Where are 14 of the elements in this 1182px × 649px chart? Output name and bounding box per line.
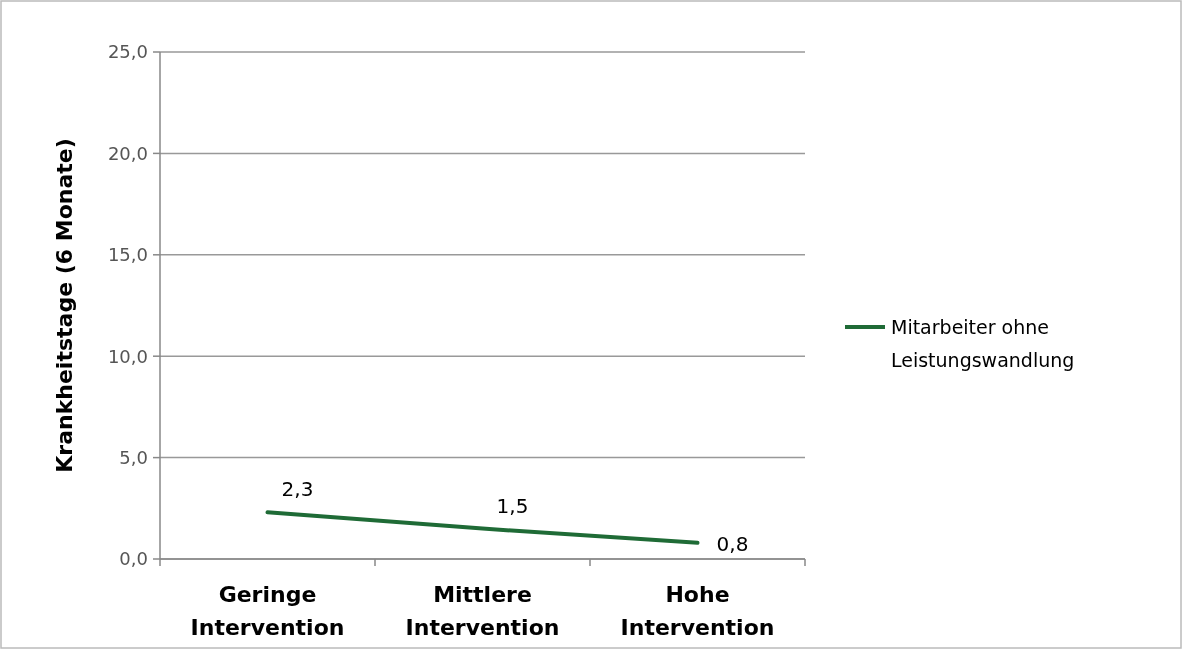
y-tick-label: 20,0: [107, 142, 148, 164]
y-tick-label: 10,0: [107, 345, 148, 367]
data-label: 1,5: [496, 493, 529, 518]
x-tick-label: Mittlere Intervention: [405, 582, 560, 640]
x-tick-label: Geringe Intervention: [190, 582, 345, 640]
y-tick-label: 5,0: [119, 446, 148, 468]
y-tick-label: 25,0: [107, 41, 148, 63]
data-label: 0,8: [716, 531, 749, 556]
legend-label: Mitarbeiter ohne Leistungswandlung: [891, 315, 1075, 371]
y-tick-label: 0,0: [119, 548, 148, 570]
y-axis-title: Krankheitstage (6 Monate): [52, 138, 77, 473]
y-tick-label: 15,0: [107, 244, 148, 266]
data-label: 2,3: [281, 477, 314, 502]
x-tick-label: Hohe Intervention: [620, 582, 775, 640]
